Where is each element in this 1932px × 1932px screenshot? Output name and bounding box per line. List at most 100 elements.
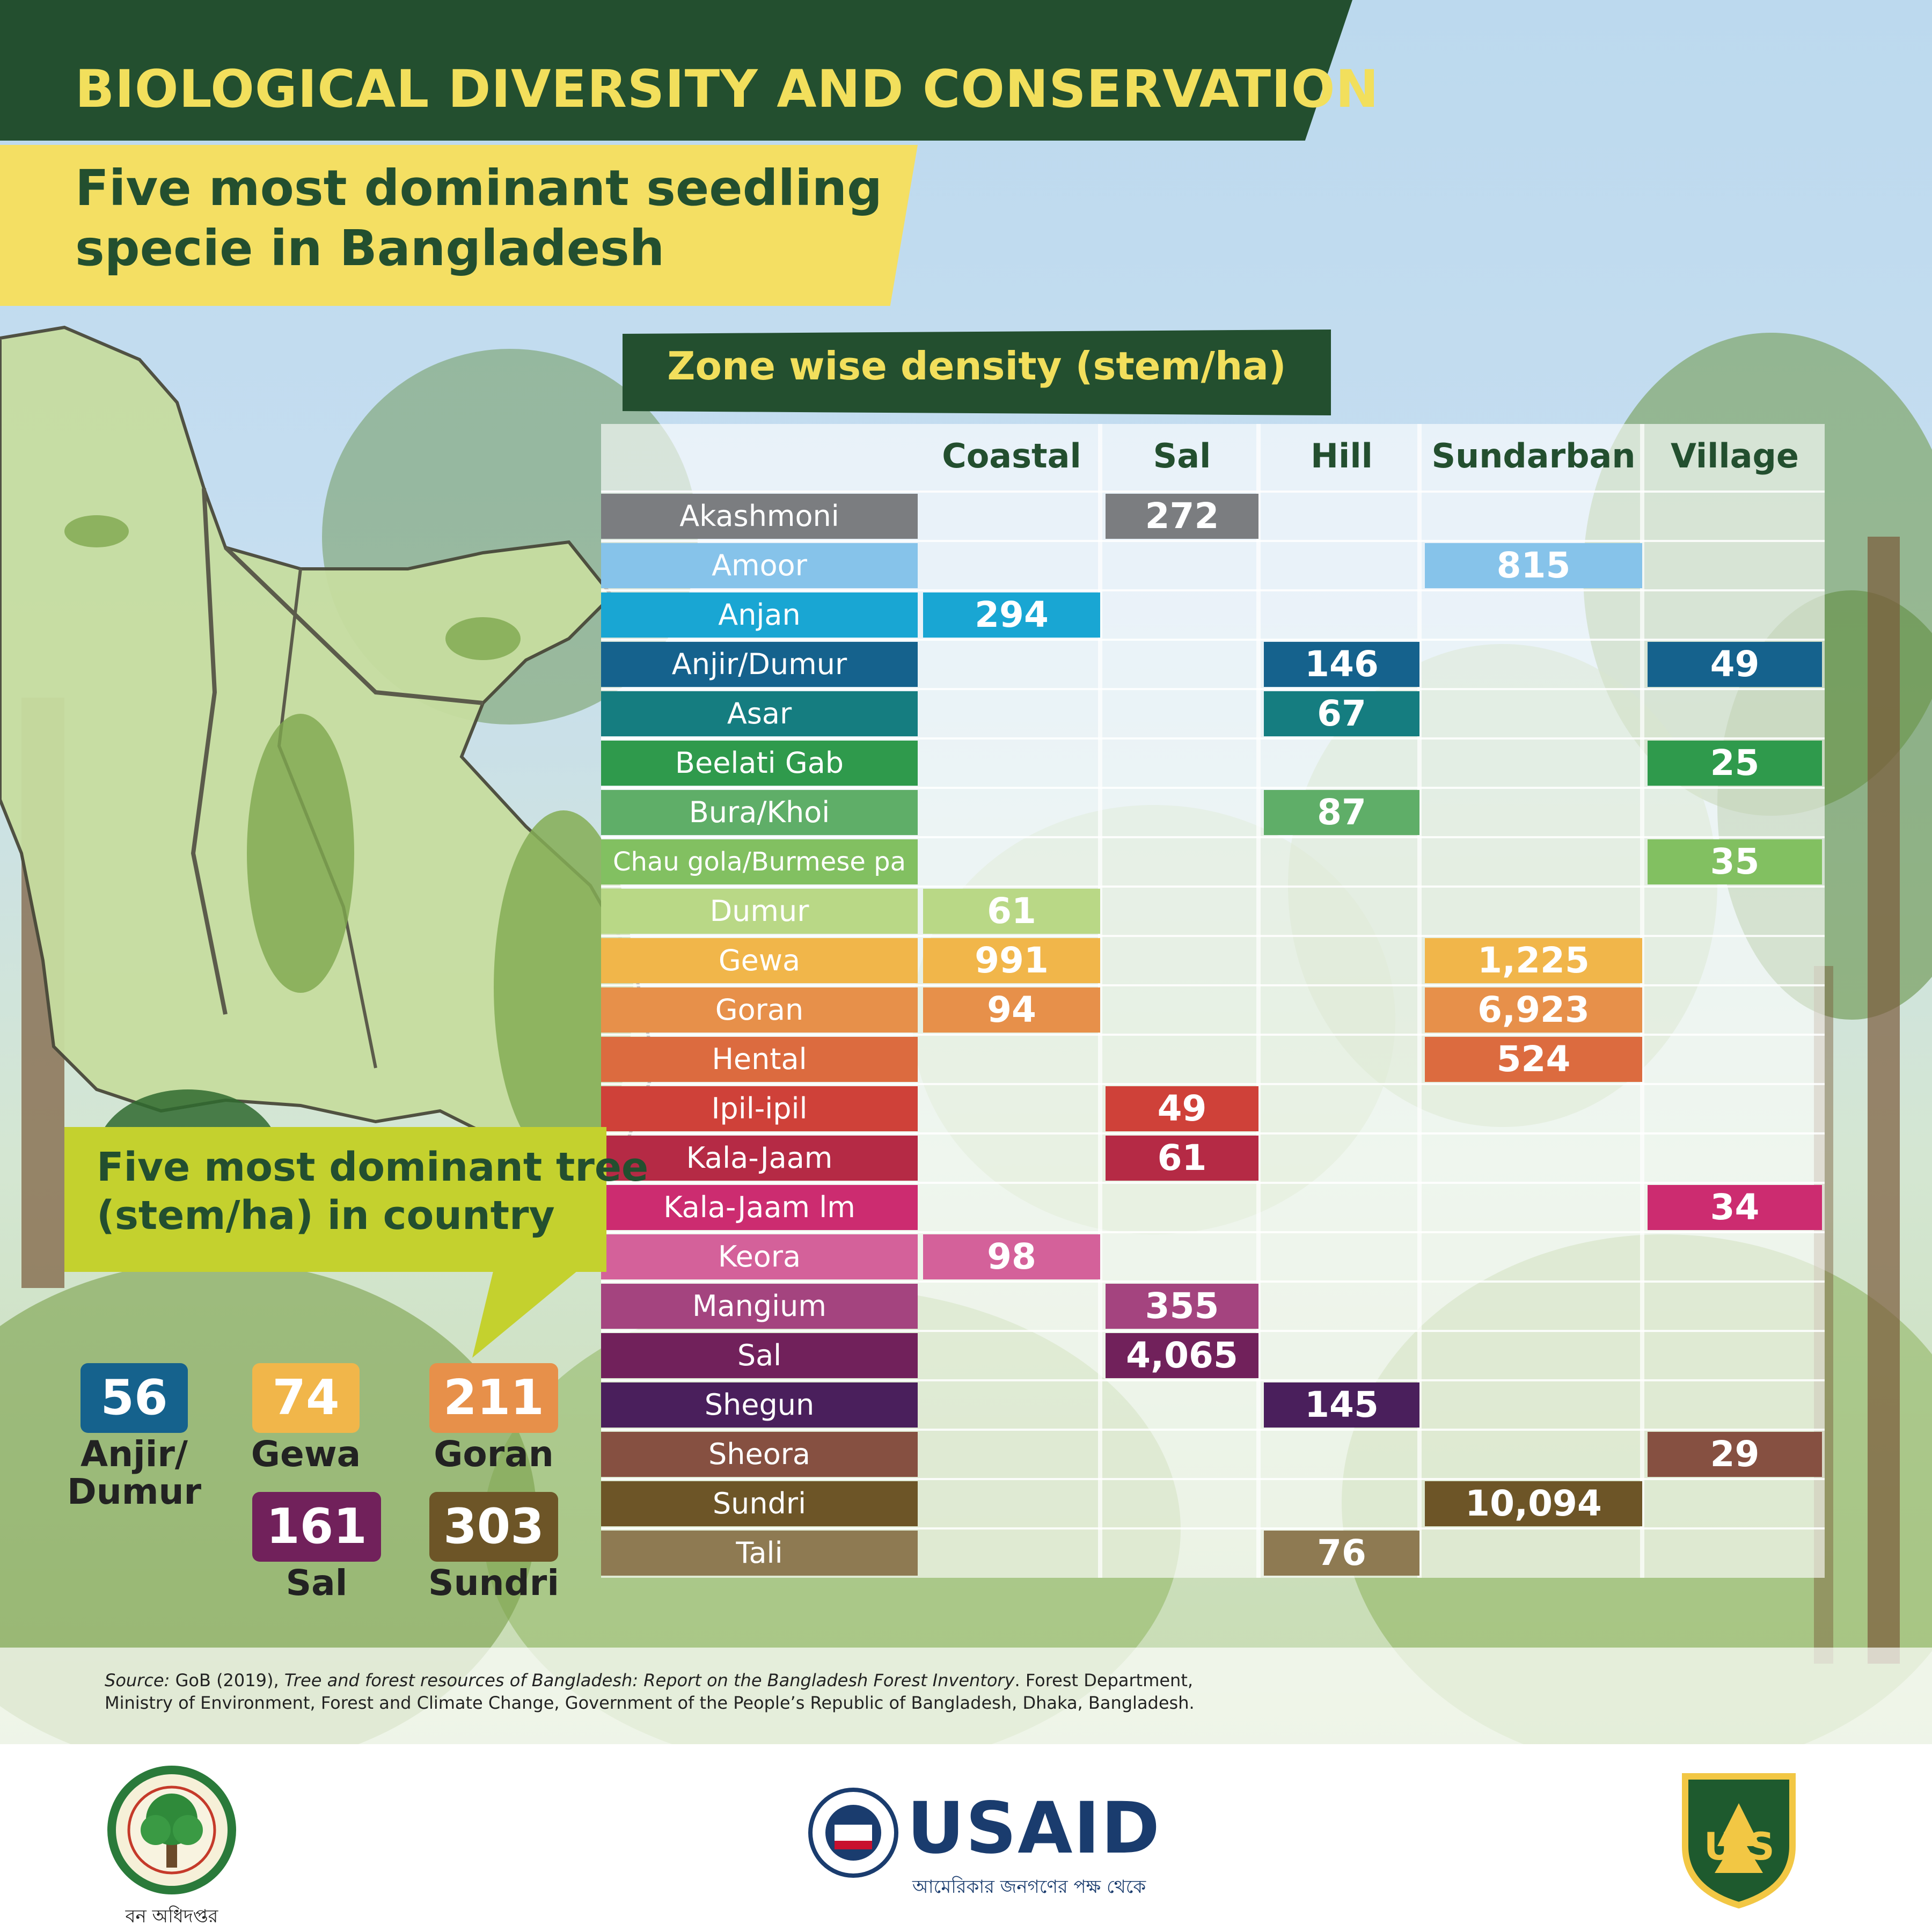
table-cell: 145 [1264, 1382, 1419, 1428]
header-band [0, 0, 1352, 141]
row-label: Sheora [601, 1432, 918, 1477]
tree-badge-value: 56 [80, 1363, 188, 1433]
tree-title-line-2: (stem/ha) in country [97, 1192, 555, 1239]
column-header-village: Village [1671, 436, 1799, 475]
row-separator [601, 1182, 1825, 1184]
tree-badge-label: Sundri [419, 1564, 569, 1602]
subtitle-band [0, 145, 918, 306]
row-label: Sundri [601, 1481, 918, 1526]
row-separator [601, 1379, 1825, 1381]
row-separator [601, 984, 1825, 986]
page-title: BIOLOGICAL DIVERSITY AND CONSERVATION [75, 59, 1379, 119]
row-label: Dumur [601, 889, 918, 934]
table-cell: 76 [1264, 1531, 1419, 1576]
table-cell: 294 [923, 592, 1100, 638]
row-separator [601, 836, 1825, 838]
column-separator [1098, 424, 1102, 1578]
forest-patch [64, 515, 129, 547]
source-label: Source: [105, 1670, 170, 1690]
row-separator [601, 1478, 1825, 1480]
table-cell: 29 [1648, 1432, 1822, 1477]
row-label: Goran [601, 987, 918, 1033]
row-label: Chau gola/Burmese pa [601, 839, 918, 884]
tree-badge-value: 303 [429, 1492, 558, 1562]
row-label: Shegun [601, 1382, 918, 1428]
table-cell: 25 [1648, 741, 1822, 786]
row-separator [601, 1527, 1825, 1529]
river-line [191, 488, 228, 1015]
row-separator [601, 1429, 1825, 1431]
table-cell: 355 [1106, 1284, 1258, 1329]
table-cell: 49 [1106, 1086, 1258, 1131]
table-cell: 61 [923, 889, 1100, 934]
table-cell: 991 [923, 938, 1100, 983]
row-label: Gewa [601, 938, 918, 983]
row-label: Anjir/Dumur [601, 642, 918, 687]
row-separator [601, 885, 1825, 888]
zone-table-title: Zone wise density (stem/ha) [667, 343, 1286, 389]
usaid-wordmark: USAID [907, 1787, 1161, 1870]
row-label: Kala-Jaam lm [601, 1185, 918, 1230]
forest-patch [247, 714, 354, 993]
row-label: Tali [601, 1531, 918, 1576]
row-label: Kala-Jaam [601, 1136, 918, 1181]
tree-box-band [64, 1127, 606, 1272]
row-separator [601, 589, 1825, 591]
column-header-coastal: Coastal [942, 436, 1081, 475]
table-cell: 815 [1425, 543, 1642, 588]
row-separator [601, 1132, 1825, 1135]
forest-patch [445, 617, 521, 660]
column-header-sal: Sal [1153, 436, 1211, 475]
forest-department-caption: বন অধিদপ্তর [125, 1906, 218, 1927]
row-label: Keora [601, 1234, 918, 1279]
tree-label-line-1: Sal [286, 1562, 348, 1604]
tree-label-line-1: Anjir/ [80, 1433, 188, 1475]
page-subtitle: Five most dominant seedling specie in Ba… [75, 158, 882, 279]
source-box [0, 1648, 1932, 1744]
table-cell: 35 [1648, 839, 1822, 884]
usaid-seal-icon [808, 1788, 898, 1878]
row-label: Bura/Khoi [601, 790, 918, 835]
row-separator [601, 688, 1825, 690]
row-label: Mangium [601, 1284, 918, 1329]
row-label: Sal [601, 1333, 918, 1378]
source-title: Tree and forest resources of Bangladesh:… [284, 1670, 1015, 1690]
tree-label-line-1: Sundri [428, 1562, 559, 1604]
row-separator [601, 1280, 1825, 1283]
column-header-hill: Hill [1311, 436, 1373, 475]
source-text-1: GoB (2019), [170, 1670, 284, 1690]
tree-title-line-1: Five most dominant tree [97, 1144, 649, 1190]
tree-box-title: Five most dominant tree (stem/ha) in cou… [97, 1143, 648, 1240]
source-note: Source: GoB (2019), Tree and forest reso… [105, 1669, 1822, 1714]
tree-badge-label: Anjir/Dumur [59, 1436, 209, 1511]
column-header-sundarban: Sundarban [1431, 436, 1636, 475]
table-cell: 34 [1648, 1185, 1822, 1230]
us-forest-service-shield-icon: U S [1682, 1773, 1796, 1909]
table-cell: 4,065 [1106, 1333, 1258, 1378]
us-shield-initials: U S [1704, 1825, 1775, 1869]
tree-label-line-1: Gewa [251, 1433, 361, 1475]
table-cell: 1,225 [1425, 938, 1642, 983]
column-separator [1417, 424, 1422, 1578]
table-cell: 10,094 [1425, 1481, 1642, 1526]
row-separator [601, 491, 1825, 493]
forest-patch [494, 810, 633, 1165]
table-cell: 98 [923, 1234, 1100, 1279]
row-separator [601, 935, 1825, 937]
tree-badge-value: 74 [252, 1363, 360, 1433]
column-separator [1640, 424, 1644, 1578]
table-cell: 94 [923, 987, 1100, 1033]
row-separator [601, 787, 1825, 789]
row-label: Akashmoni [601, 494, 918, 539]
table-cell: 67 [1264, 691, 1419, 736]
subtitle-line-2: specie in Bangladesh [75, 219, 665, 277]
table-cell: 49 [1648, 642, 1822, 687]
row-label: Asar [601, 691, 918, 736]
row-separator [601, 1231, 1825, 1233]
zone-title-band [623, 330, 1331, 415]
source-line-2: Ministry of Environment, Forest and Clim… [105, 1693, 1195, 1713]
tree-badge-value: 161 [252, 1492, 381, 1562]
row-separator [601, 1034, 1825, 1036]
row-label: Ipil-ipil [601, 1086, 918, 1131]
